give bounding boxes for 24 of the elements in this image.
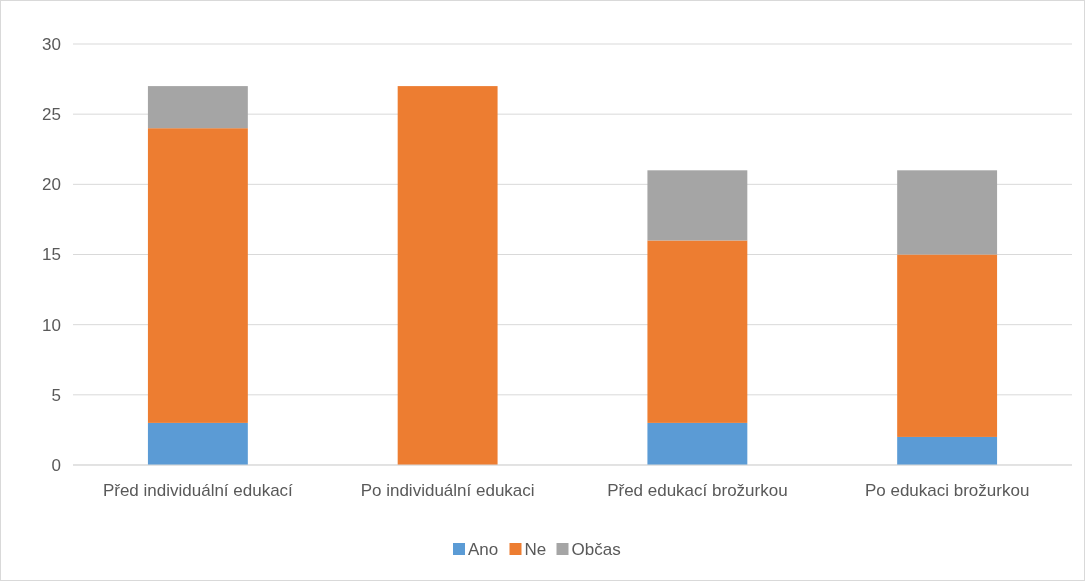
bar <box>647 422 748 465</box>
y-tick-label: 20 <box>42 175 61 195</box>
bar <box>147 128 248 423</box>
x-tick-label: Před individuální edukací <box>102 481 294 500</box>
legend-label: Ano <box>468 539 499 559</box>
bar <box>397 86 498 465</box>
bar <box>147 86 248 129</box>
x-tick-label: Před edukací brožurkou <box>607 481 788 500</box>
x-tick-label: Po edukaci brožurkou <box>864 481 1030 500</box>
legend-label: Občas <box>571 539 621 559</box>
y-tick-label: 10 <box>42 315 61 335</box>
y-tick-label: 15 <box>42 245 61 265</box>
legend-label: Ne <box>524 539 547 559</box>
bar <box>647 240 748 423</box>
bar <box>647 170 748 241</box>
y-tick-label: 0 <box>51 455 61 475</box>
y-tick-label: 25 <box>42 105 61 125</box>
bar <box>897 254 998 437</box>
bar <box>897 170 998 255</box>
y-tick-label: 5 <box>51 385 61 405</box>
y-tick-label: 30 <box>42 34 61 54</box>
bar <box>147 422 248 465</box>
x-tick-label: Po individuální edukaci <box>360 481 535 500</box>
bar <box>897 436 998 465</box>
